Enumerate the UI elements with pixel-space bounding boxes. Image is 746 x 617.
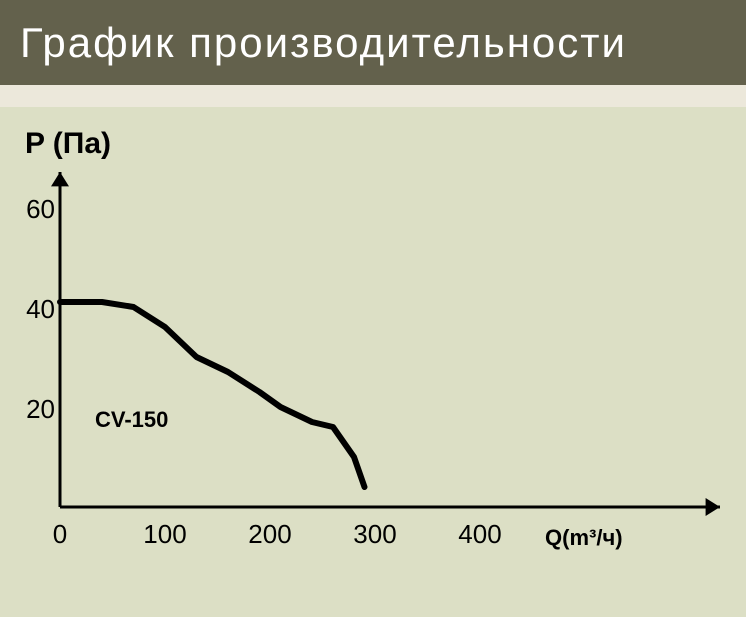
header-bar: График производительности: [0, 0, 746, 85]
header-title: График производительности: [20, 19, 627, 67]
x-tick-label: 0: [30, 519, 90, 550]
y-tick-label: 20: [5, 394, 55, 425]
header-band: [0, 85, 746, 107]
y-tick-label: 60: [5, 194, 55, 225]
chart-area: P (Па) Q(m³/ч) CV-150 0 100 200 300 400 20 40 6…: [0, 107, 746, 617]
y-axis-label: P (Па): [25, 127, 111, 161]
x-tick-label: 100: [135, 519, 195, 550]
x-tick-label: 300: [345, 519, 405, 550]
x-axis-label: Q(m³/ч): [545, 525, 623, 551]
x-tick-label: 200: [240, 519, 300, 550]
series-label: CV-150: [95, 407, 168, 433]
y-tick-label: 40: [5, 294, 55, 325]
x-tick-label: 400: [450, 519, 510, 550]
